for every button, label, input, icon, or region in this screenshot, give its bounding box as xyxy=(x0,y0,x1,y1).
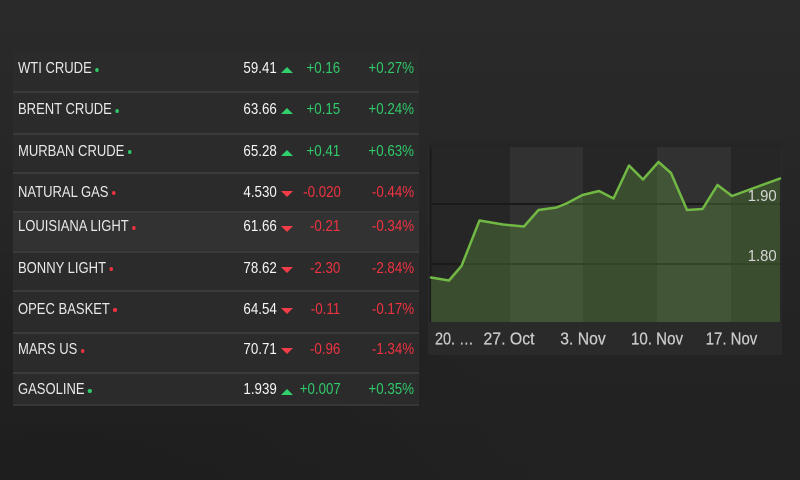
svg-text:1.80: 1.80 xyxy=(748,248,777,265)
svg-text:1.90: 1.90 xyxy=(748,188,777,205)
svg-text:3. Nov: 3. Nov xyxy=(560,328,606,348)
svg-text:10. Nov: 10. Nov xyxy=(631,328,683,348)
svg-text:17. Nov: 17. Nov xyxy=(706,328,758,348)
svg-text:27. Oct: 27. Oct xyxy=(484,328,535,348)
svg-text:20. …: 20. … xyxy=(435,328,474,348)
